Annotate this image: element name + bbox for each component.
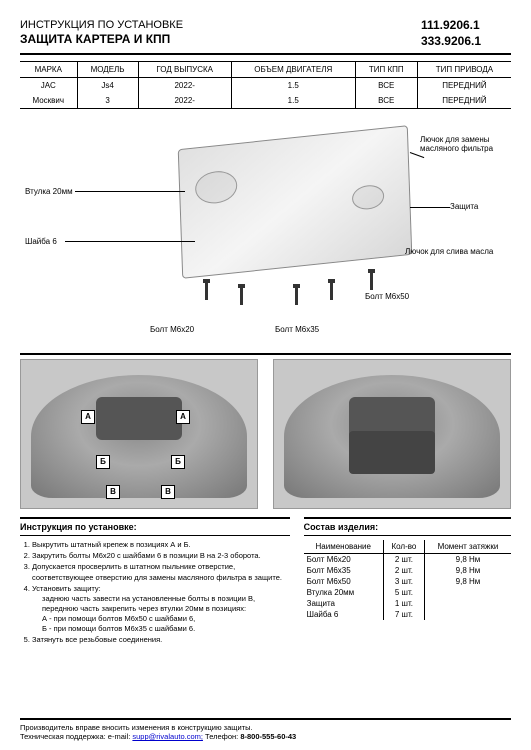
spec-table: МАРКА МОДЕЛЬ ГОД ВЫПУСКА ОБЪЕМ ДВИГАТЕЛЯ… — [20, 61, 511, 109]
spec-col: ТИП КПП — [355, 62, 417, 78]
leader-line — [65, 241, 195, 242]
marker-a: А — [176, 410, 190, 424]
bolt-shape — [370, 272, 373, 290]
spec-col: ТИП ПРИВОДА — [417, 62, 511, 78]
marker-b: Б — [96, 455, 110, 469]
instr-sub: А - при помощи болтов М6х50 с шайбами 6, — [32, 614, 290, 624]
bolt-shape — [240, 287, 243, 305]
car-underbody-shape — [31, 375, 247, 498]
leader-line — [410, 207, 450, 208]
callout-bolt20: Болт М6х20 — [150, 325, 194, 334]
code-1: 111.9206.1 — [421, 18, 481, 34]
instr-item: Закрутить болты М6х20 с шайбами 6 в пози… — [32, 551, 290, 561]
marker-v: В — [106, 485, 120, 499]
comp-row: Болт М6х202 шт.9,8 Нм — [304, 554, 511, 566]
divider — [20, 353, 511, 355]
spec-col: ОБЪЕМ ДВИГАТЕЛЯ — [231, 62, 355, 78]
footer-line2: Техническая поддержка: e-mail: supp@riva… — [20, 732, 511, 742]
composition-title: Состав изделия: — [304, 517, 511, 536]
instr-item: Выкрутить штатный крепеж в позициях А и … — [32, 540, 290, 550]
marker-a: А — [81, 410, 95, 424]
photo-before: А А Б Б В В — [20, 359, 258, 509]
comp-row: Защита1 шт. — [304, 598, 511, 609]
spec-row: Москвич 3 2022- 1.5 ВСЕ ПЕРЕДНИЙ — [20, 93, 511, 109]
bolt-shape — [330, 282, 333, 300]
comp-row: Болт М6х352 шт.9,8 Нм — [304, 565, 511, 576]
title-line2: ЗАЩИТА КАРТЕРА И КПП — [20, 32, 183, 48]
leader-line — [75, 191, 185, 192]
bolt-shape — [205, 282, 208, 300]
callout-bolt50: Болт М6х50 — [365, 292, 409, 301]
marker-v: В — [161, 485, 175, 499]
instr-sub: заднюю часть завести на установленные бо… — [32, 594, 290, 614]
header: ИНСТРУКЦИЯ ПО УСТАНОВКЕ ЗАЩИТА КАРТЕРА И… — [20, 18, 511, 55]
callout-bolt35: Болт М6х35 — [275, 325, 319, 334]
car-underbody-shape — [284, 375, 500, 498]
composition-table: Наименование Кол-во Момент затяжки Болт … — [304, 540, 511, 620]
footer: Производитель вправе вносить изменения в… — [20, 718, 511, 743]
callout-vtulka: Втулка 20мм — [25, 187, 73, 196]
instructions-title: Инструкция по установке: — [20, 517, 290, 536]
instr-item: Допускается просверлить в штатном пыльни… — [32, 562, 290, 582]
spec-col: ГОД ВЫПУСКА — [138, 62, 231, 78]
instr-sub: Б - при помощи болтов М6х35 с шайбами 6. — [32, 624, 290, 634]
callout-luchok1: Лючок для замены масляного фильтра — [420, 135, 510, 153]
protection-plate-shape — [178, 125, 413, 279]
instr-item: Установить защиту: заднюю часть завести … — [32, 584, 290, 635]
comp-row: Болт М6х503 шт.9,8 Нм — [304, 576, 511, 587]
comp-row: Шайба 67 шт. — [304, 609, 511, 620]
spec-row: JAC Js4 2022- 1.5 ВСЕ ПЕРЕДНИЙ — [20, 78, 511, 94]
comp-header-row: Наименование Кол-во Момент затяжки — [304, 540, 511, 554]
callout-luchok2: Лючок для слива масла — [405, 247, 493, 256]
spec-header-row: МАРКА МОДЕЛЬ ГОД ВЫПУСКА ОБЪЕМ ДВИГАТЕЛЯ… — [20, 62, 511, 78]
support-phone: 8-800-555-60-43 — [240, 732, 296, 741]
callout-shaiba: Шайба 6 — [25, 237, 57, 246]
spec-col: МАРКА — [20, 62, 77, 78]
code-2: 333.9206.1 — [421, 34, 481, 50]
plate-overlay-shape — [349, 431, 435, 474]
bolt-shape — [295, 287, 298, 305]
spec-col: МОДЕЛЬ — [77, 62, 138, 78]
marker-b: Б — [171, 455, 185, 469]
composition-block: Состав изделия: Наименование Кол-во Моме… — [304, 517, 511, 646]
comp-row: Втулка 20мм5 шт. — [304, 587, 511, 598]
instructions-block: Инструкция по установке: Выкрутить штатн… — [20, 517, 290, 646]
footer-line1: Производитель вправе вносить изменения в… — [20, 723, 511, 733]
exploded-diagram: Втулка 20мм Шайба 6 Болт М6х20 Болт М6х3… — [20, 117, 511, 347]
callout-zashita: Защита — [450, 202, 478, 211]
photos-row: А А Б Б В В — [20, 359, 511, 509]
instructions-list: Выкрутить штатный крепеж в позициях А и … — [20, 540, 290, 645]
photo-after — [273, 359, 511, 509]
title-block: ИНСТРУКЦИЯ ПО УСТАНОВКЕ ЗАЩИТА КАРТЕРА И… — [20, 18, 183, 48]
title-line1: ИНСТРУКЦИЯ ПО УСТАНОВКЕ — [20, 18, 183, 32]
support-email-link[interactable]: supp@rivalauto.com; — [132, 732, 203, 741]
bottom-row: Инструкция по установке: Выкрутить штатн… — [20, 517, 511, 646]
instr-item: Затянуть все резьбовые соединения. — [32, 635, 290, 645]
product-codes: 111.9206.1 333.9206.1 — [421, 18, 511, 49]
